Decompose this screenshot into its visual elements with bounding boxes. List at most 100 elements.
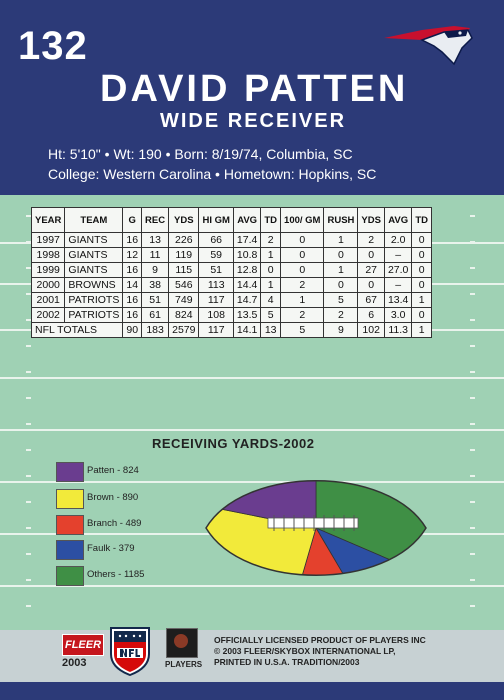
stats-cell: 3.0 [383,307,413,323]
stats-cell: 13.4 [383,292,413,308]
hash-mark [26,475,31,477]
stats-cell: 0 [323,247,359,263]
logo-stripe [384,26,470,40]
stats-cell: BROWNS [64,277,124,293]
players-inc-mark-icon [174,634,188,648]
stats-row: 1997 GIANTS 16 13 226 66 17.4 2 0 1 2 2.0 0 [30,232,433,248]
pie-slice-faulk [315,527,426,576]
stats-total-cell: 2579 [168,322,200,338]
yard-line [0,429,504,431]
stats-cell: 14 [122,277,143,293]
stats-cell: 1 [280,292,325,308]
stats-cell: 27.0 [383,262,413,278]
stats-cell: 115 [168,262,200,278]
stats-cell: 117 [198,292,234,308]
stats-cell: 1998 [30,247,66,263]
hash-mark [26,215,31,217]
stats-cell: 5 [323,292,359,308]
stats-cell: 16 [122,232,143,248]
legend-swatch [56,489,84,509]
yard-line [0,585,504,587]
pie-slice-patten [206,480,317,529]
stats-cell: GIANTS [64,262,124,278]
stats-cell: 14.4 [232,277,262,293]
hash-mark [26,501,31,503]
stats-cell: 4 [260,292,282,308]
stats-cell: 38 [141,277,170,293]
stats-cell: 0 [411,247,433,263]
stats-cell: 16 [122,307,143,323]
stats-total-cell: 90 [122,322,143,338]
stats-cell: 0 [411,262,433,278]
stats-body: 1997 GIANTS 16 13 226 66 17.4 2 0 1 2 2.0 0 1998 GIANT… [30,232,433,338]
stats-row: 2000 BROWNS 14 38 546 113 14.4 1 2 0 0–0 [30,277,433,293]
hash-mark [26,345,31,347]
stats-cell: 2 [280,307,325,323]
stats-cell: 67 [357,292,385,308]
stats-total-cell: 1 [411,322,433,338]
hash-mark [470,215,475,217]
card-number: 132 [18,24,88,68]
stats-cell: 1999 [30,262,66,278]
stats-cell: – [383,277,413,293]
stats-cell: 13 [141,232,170,248]
player-name: DAVID PATTEN [100,68,409,110]
stats-cell: PATRIOTS [64,292,124,308]
hash-mark [470,293,475,295]
stats-cell: 0 [260,262,282,278]
stats-cell: 2 [357,232,385,248]
hash-mark [26,423,31,425]
stats-cell: 2 [323,307,359,323]
legend-label: Patten - 824 [87,465,139,476]
stats-cell: PATRIOTS [64,307,124,323]
bio-line-2: College: Western Carolina • Hometown: Ho… [48,166,377,182]
stats-header-cell: TD [411,207,433,233]
stats-cell: 0 [323,277,359,293]
stats-cell: 1997 [30,232,66,248]
stats-cell: 14.7 [232,292,262,308]
stats-total-cell: 11.3 [383,322,413,338]
hash-mark [470,397,475,399]
stats-cell: 0 [280,232,325,248]
hash-mark [470,501,475,503]
hash-mark [26,397,31,399]
player-position: WIDE RECEIVER [160,110,347,132]
legal-text: OFFICIALLY LICENSED PRODUCT OF PLAYERS I… [214,635,426,668]
stats-cell: 2 [280,277,325,293]
stats-cell: 0 [357,247,385,263]
stats-header-cell: REC [141,207,170,233]
legend-swatch [56,566,84,586]
stats-header-cell: G [122,207,143,233]
hash-mark [26,319,31,321]
stats-cell: 17.4 [232,232,262,248]
hash-mark [26,449,31,451]
stats-total-cell: 14.1 [232,322,262,338]
stats-header-cell: TEAM [64,207,124,233]
stats-cell: 2000 [30,277,66,293]
stats-totals-row: NFL TOTALS 90 183 2579 117 14.1 13 5 9 102 11.3 1 [30,322,433,338]
yard-line [0,481,504,483]
stats-header-cell: YDS [357,207,385,233]
stats-cell: 1 [411,292,433,308]
legend-label: Faulk - 379 [87,543,135,554]
hash-mark [26,267,31,269]
legend-swatch [56,540,84,560]
stats-total-cell: 117 [198,322,234,338]
stats-cell: 27 [357,262,385,278]
stats-cell: 0 [357,277,385,293]
stats-cell: 1 [323,232,359,248]
stats-cell: GIANTS [64,232,124,248]
legal-line: OFFICIALLY LICENSED PRODUCT OF PLAYERS I… [214,635,426,645]
stats-row: 1998 GIANTS 12 11 119 59 10.8 1 0 0 0–0 [30,247,433,263]
stats-cell: 66 [198,232,234,248]
logo-hat [444,30,468,38]
footer-band [0,682,504,700]
chart-title: RECEIVING YARDS-2002 [152,436,315,451]
stats-cell: 1 [260,247,282,263]
nfl-shield-icon [110,627,150,676]
hash-mark [470,345,475,347]
yard-line [0,377,504,379]
stats-total-cell: 102 [357,322,385,338]
hash-mark [26,579,31,581]
stats-cell: – [383,247,413,263]
